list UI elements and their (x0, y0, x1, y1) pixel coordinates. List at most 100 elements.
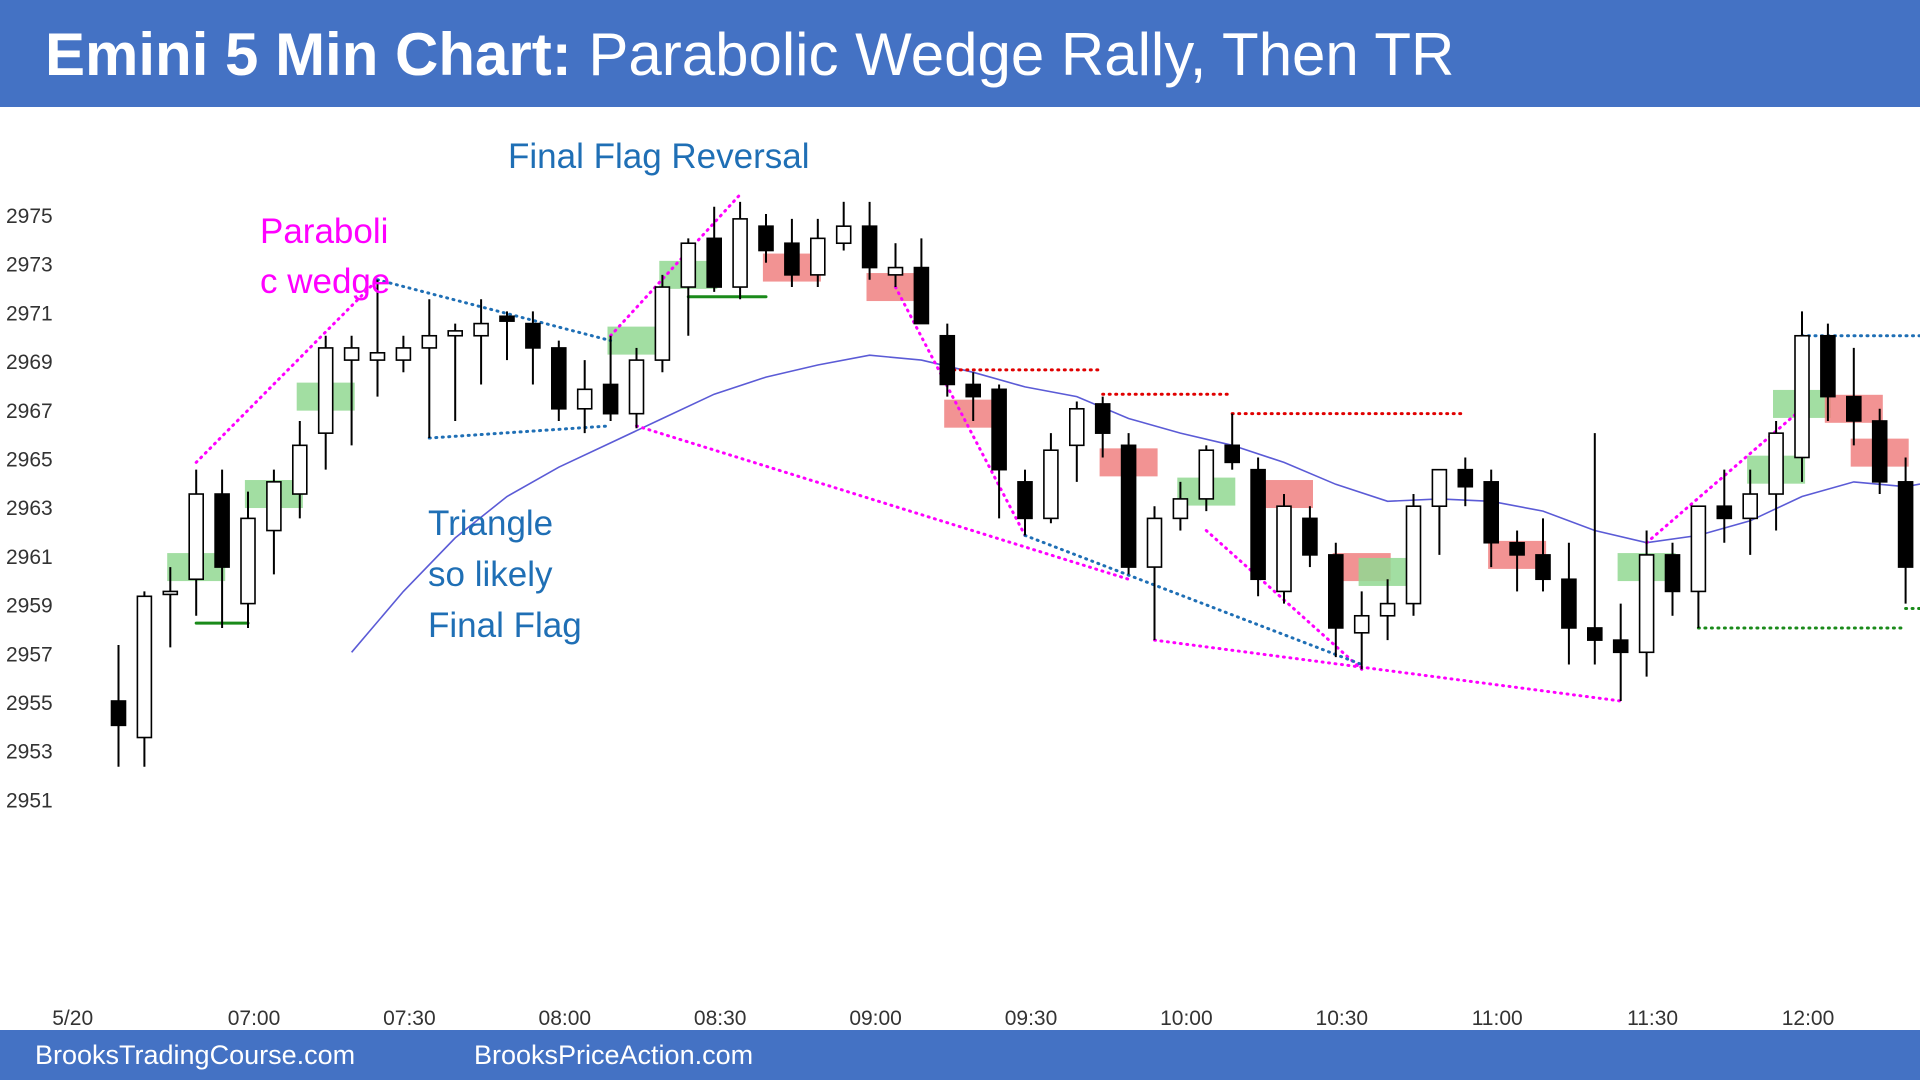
candle-body-15 (499, 315, 515, 322)
candle-body-10 (369, 351, 386, 361)
candle-body-27 (809, 237, 826, 276)
candle-body-48 (1353, 614, 1370, 634)
candle-body-21 (654, 286, 671, 361)
y-tick-label-12: 2951 (6, 789, 53, 812)
candle-body-33 (965, 383, 982, 398)
candle-body-28 (835, 225, 852, 245)
y-tick-label-8: 2959 (6, 595, 53, 618)
candle-body-11 (395, 347, 412, 361)
annotation-parabolic-wedge-line2: c wedge (260, 262, 390, 301)
candle-body-61 (1690, 505, 1707, 593)
x-tick-label-2: 07:30 (383, 1007, 436, 1030)
y-axis: 2975 2973 2971 2969 2967 2965 2963 2961 2959 2957… (6, 205, 53, 812)
annotation-final-flag-reversal: Final Flag Reversal (508, 137, 810, 176)
candle-body-6 (266, 481, 282, 532)
title-bold: Emini 5 Min Chart: (45, 21, 572, 88)
candle-body-53 (1483, 481, 1499, 544)
candle-body-68 (1871, 420, 1888, 483)
candle-body-59 (1638, 554, 1655, 654)
candle-body-0 (110, 700, 127, 727)
y-tick-label-5: 2965 (6, 449, 53, 472)
x-tick-label-11: 12:00 (1782, 1007, 1835, 1030)
candlestick-chart: 2975 2973 2971 2969 2967 2965 2963 2961 2959 2957… (6, 137, 1920, 1030)
candle-body-23 (706, 237, 723, 288)
candle-body-37 (1069, 407, 1085, 447)
candle-body-46 (1302, 517, 1318, 556)
annotation-triangle-line3: Final Flag (428, 606, 582, 645)
candle-body-19 (602, 383, 619, 415)
candle-body-36 (1043, 449, 1059, 520)
candle-body-64 (1768, 432, 1784, 495)
candle-body-62 (1716, 505, 1733, 520)
y-tick-label-7: 2961 (6, 546, 53, 569)
x-axis: 5/20 07:00 07:30 08:00 08:30 09:00 09:30 10:00 1… (52, 1007, 1835, 1030)
candle-body-58 (1612, 639, 1629, 654)
candle-body-54 (1509, 541, 1525, 556)
candle-body-55 (1535, 554, 1551, 581)
y-tick-label-9: 2957 (6, 643, 53, 666)
title-normal: Parabolic Wedge Rally, Then TR (588, 21, 1455, 88)
candle-body-65 (1794, 334, 1810, 459)
candle-body-32 (939, 334, 956, 386)
magenta-dotted-line-0 (194, 278, 379, 464)
footer-right-link[interactable]: BrooksPriceAction.com (474, 1040, 754, 1070)
x-tick-label-3: 08:00 (539, 1007, 592, 1030)
magenta-dotted-line-1 (609, 193, 742, 338)
candle-body-44 (1250, 468, 1266, 581)
candle-body-34 (991, 388, 1007, 471)
candle-body-35 (1017, 481, 1033, 520)
blue-dotted-line-8 (427, 424, 613, 440)
candle-body-30 (887, 266, 904, 276)
candle-body-3 (188, 493, 204, 581)
candle-body-38 (1094, 403, 1111, 434)
title-bar: Emini 5 Min Chart: Parabolic Wedge Rally… (0, 0, 1920, 107)
candle-body-56 (1561, 578, 1577, 629)
ema-layer (350, 354, 1920, 653)
x-tick-label-5: 09:00 (849, 1007, 902, 1030)
candle-body-24 (732, 218, 748, 288)
x-tick-label-0: 5/20 (52, 1007, 93, 1030)
x-tick-label-9: 11:00 (1472, 1007, 1523, 1030)
candle-body-66 (1820, 334, 1836, 398)
footer-bar: BrooksTradingCourse.com BrooksPriceActio… (0, 1030, 1920, 1080)
x-tick-label-7: 10:00 (1160, 1007, 1213, 1030)
candle-body-47 (1328, 554, 1344, 629)
candle-body-14 (473, 322, 489, 337)
x-tick-label-10: 11:30 (1627, 1007, 1678, 1030)
magenta-dotted-line-2 (894, 285, 1027, 537)
candle-body-9 (343, 347, 360, 361)
candle-body-43 (1224, 444, 1240, 464)
candle-body-41 (1172, 498, 1189, 520)
candle-body-45 (1276, 505, 1292, 593)
magenta-dotted-line-3 (635, 424, 1131, 581)
candle-body-29 (861, 225, 878, 269)
x-tick-label-4: 08:30 (694, 1007, 747, 1030)
y-tick-label-11: 2953 (6, 741, 53, 764)
x-tick-label-8: 10:30 (1316, 1007, 1369, 1030)
candle-body-12 (421, 334, 438, 349)
footer-left-link[interactable]: BrooksTradingCourse.com (35, 1040, 356, 1070)
candle-body-22 (680, 242, 697, 288)
magenta-dotted-line-5 (1153, 638, 1623, 703)
candle-body-18 (576, 388, 593, 410)
candle-body-20 (628, 359, 645, 415)
y-tick-label-4: 2967 (6, 400, 53, 423)
candle-body-8 (317, 347, 334, 434)
candle-body-40 (1146, 517, 1163, 568)
candle-body-7 (291, 444, 308, 495)
candle-layer (110, 201, 1914, 767)
y-tick-label-2: 2971 (6, 302, 53, 325)
chart-title: Emini 5 Min Chart: Parabolic Wedge Rally… (45, 20, 1454, 89)
candle-body-67 (1846, 395, 1862, 422)
candle-body-17 (550, 347, 567, 410)
ema-line (350, 354, 1920, 653)
candle-body-16 (525, 322, 541, 349)
y-tick-label-0: 2975 (6, 205, 53, 228)
annotation-triangle-line1: Triangle (428, 504, 553, 543)
annotation-parabolic-wedge-line1: Paraboli (260, 212, 388, 251)
candle-body-63 (1742, 493, 1758, 520)
blue-dotted-line-9 (1023, 533, 1364, 666)
candle-body-39 (1120, 444, 1137, 568)
annotation-triangle-line2: so likely (428, 555, 553, 594)
candle-body-57 (1587, 627, 1603, 641)
